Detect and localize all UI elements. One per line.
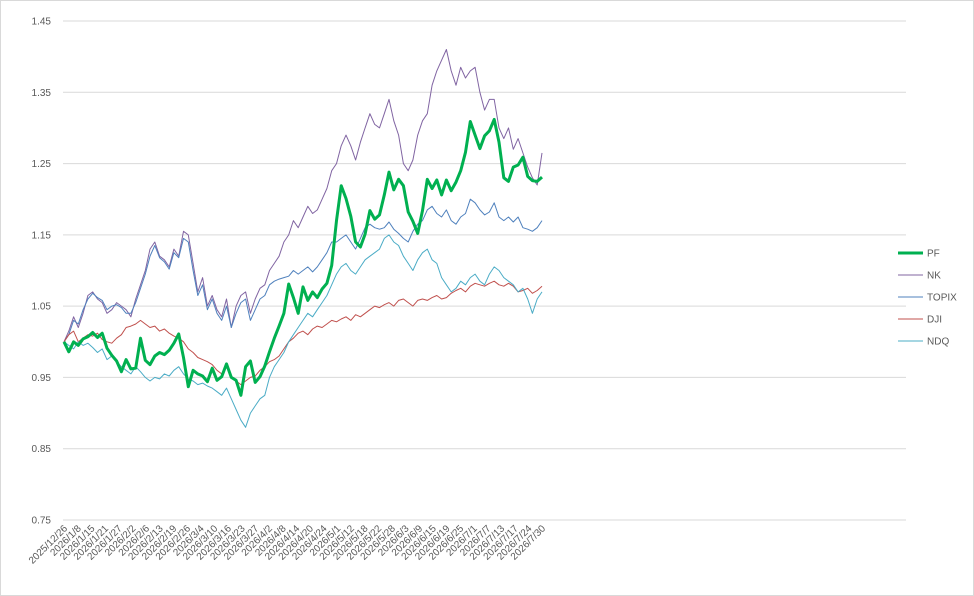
legend-label-ndq: NDQ [927,337,949,348]
legend-label-topix: TOPIX [927,293,957,304]
y-tick-label: 1.25 [32,159,52,170]
legend-label-dji: DJI [927,315,942,326]
series-line-ndq [63,234,543,428]
y-tick-label: 0.75 [32,516,52,527]
y-tick-label: 1.15 [32,230,52,241]
series-line-pf [62,117,544,397]
legend-label-nk: NK [927,271,941,282]
y-tick-label: 1.05 [32,302,52,313]
y-tick-label: 1.35 [32,88,52,99]
series-line-nk [63,49,543,343]
y-tick-label: 0.85 [32,444,52,455]
legend-label-pf: PF [927,249,940,260]
y-tick-label: 0.95 [32,373,52,384]
y-tick-label: 1.45 [32,17,52,28]
series-line-dji [63,280,543,386]
series-line-topix [63,198,543,343]
